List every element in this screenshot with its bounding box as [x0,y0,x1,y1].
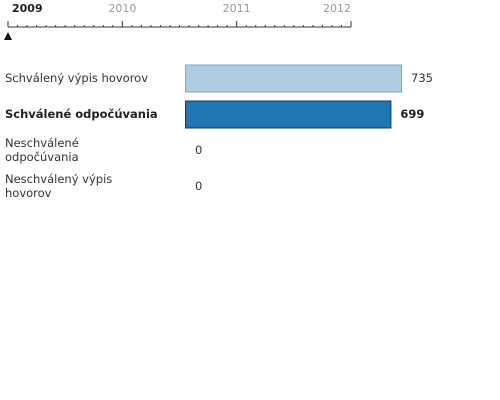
year-timeline[interactable]: 2009 2010 2011 2012 [4,2,352,40]
timeline-year-2012[interactable]: 2012 [323,2,351,15]
bar-chart: Schválený výpis hovorov 735 Schválené odpo… [5,64,433,200]
bar-category-label: hovorov [5,186,52,200]
bar-value-label: 699 [400,107,424,121]
bar-2[interactable] [185,100,392,129]
bar-category-label: Neschválený výpis [5,172,112,186]
bar-1[interactable] [185,64,402,93]
bar-category-label: Schválený výpis hovorov [5,71,148,85]
bar-value-label: 0 [195,179,202,193]
timeline-year-2009[interactable]: 2009 [12,2,43,15]
timeline-year-2011[interactable]: 2011 [223,2,251,15]
bar-category-label: Schválené odpočúvania [5,107,158,121]
timeline-year-2010[interactable]: 2010 [108,2,136,15]
bar-category-label: Neschválené [5,136,79,150]
bar-value-label: 735 [411,71,433,85]
bar-category-label: odpočúvania [5,150,79,164]
bar-value-label: 0 [195,143,202,157]
timeline-handle-icon[interactable] [4,32,12,40]
